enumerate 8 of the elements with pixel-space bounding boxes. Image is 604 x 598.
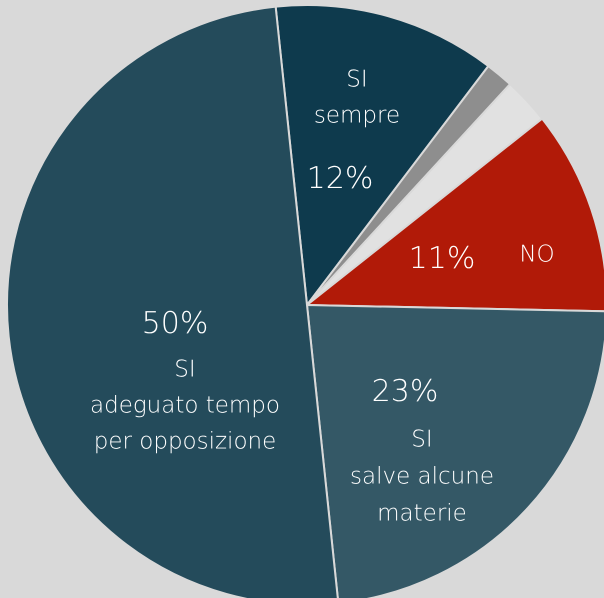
slice-label: SI sempre [314, 66, 400, 128]
data-label: 50% [142, 306, 208, 342]
data-label: 12% [306, 161, 374, 196]
slice-label: SI adeguato tempo per opposizione [90, 356, 280, 454]
slice-label: NO [519, 241, 555, 268]
data-label: 11% [408, 241, 476, 276]
slice-label: SI salve alcune materie [350, 426, 494, 526]
data-label: 23% [372, 374, 438, 410]
